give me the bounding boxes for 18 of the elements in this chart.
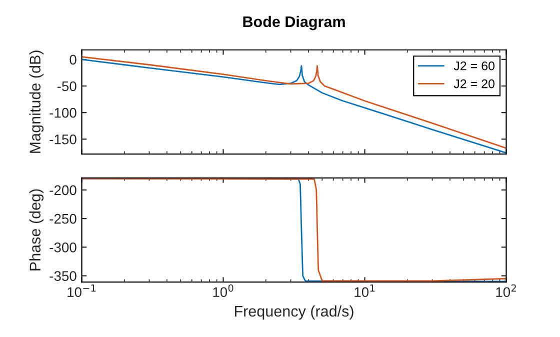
legend-label: J2 = 20	[454, 79, 495, 88]
y-tick-label: -250	[50, 214, 76, 224]
y-axis-title: Phase (deg)	[29, 189, 44, 270]
x-tick-label: 10$^{2}$	[496, 284, 516, 298]
x-axis-title: Frequency (rad/s)	[234, 305, 354, 320]
y-tick-label: 0	[70, 54, 76, 65]
y-tick-label: -350	[50, 271, 76, 281]
x-tick-label: 10$^{−1}$	[68, 284, 96, 298]
y-tick-label: -100	[50, 108, 76, 118]
x-tick-label: 10$^{1}$	[354, 284, 375, 298]
x-tick-label: 10$^{0}$	[213, 284, 234, 298]
chart-title: Bode Diagram	[243, 16, 345, 30]
legend-label: J2 = 60	[454, 61, 495, 70]
y-tick-label: -50	[57, 81, 76, 92]
y-axis-title: Magnitude (dB)	[29, 50, 44, 153]
y-tick-label: -150	[50, 134, 76, 144]
y-tick-label: -300	[50, 242, 76, 252]
y-tick-label: -200	[50, 185, 76, 196]
